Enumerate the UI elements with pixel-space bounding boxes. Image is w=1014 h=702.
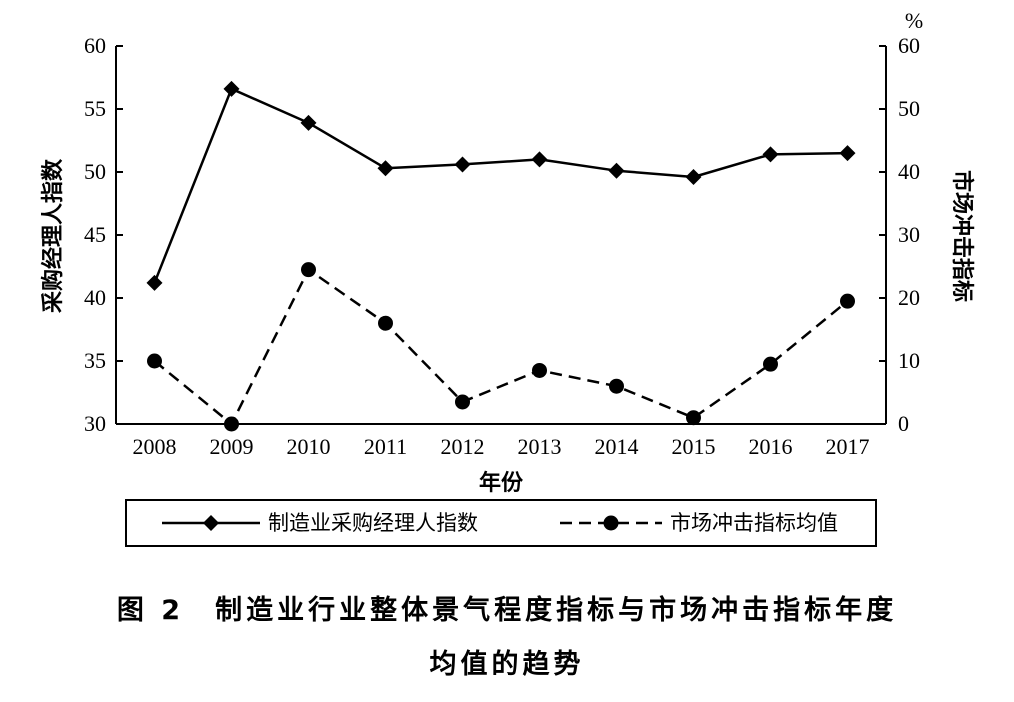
x-tick-label: 2015	[672, 434, 716, 459]
left-ticks: 30 35 40 45 50 55 60	[84, 33, 123, 436]
data-point-diamond	[762, 146, 779, 163]
data-point-circle	[378, 315, 393, 331]
figure-caption-line1: 图 2 制造业行业整体景气程度指标与市场冲击指标年度	[116, 595, 898, 626]
legend-circle-marker	[603, 515, 619, 531]
data-point-circle	[455, 394, 470, 410]
right-axis-title: 市场冲击指标	[949, 170, 975, 302]
data-point-diamond	[377, 160, 394, 177]
data-point-circle	[763, 356, 778, 372]
data-point-circle	[301, 262, 316, 278]
data-point-diamond	[608, 162, 625, 179]
data-point-circle	[840, 293, 855, 309]
left-tick-label: 50	[84, 159, 106, 184]
data-point-circle	[532, 362, 547, 378]
chart: 30 35 40 45 50 55 60 0 10 20 30 40 50 60 2008 2009 201…	[40, 8, 975, 547]
legend-item-pmi: 制造业采购经理人指数	[162, 511, 478, 535]
x-ticks: 2008 2009 2010 2011 2012 2013 2014 2015 2016 2017	[133, 434, 870, 459]
data-point-diamond	[300, 114, 317, 131]
legend-label-pmi: 制造业采购经理人指数	[268, 511, 478, 535]
right-tick-label: 50	[898, 96, 920, 121]
series-line-pmi	[153, 87, 848, 284]
series-line-shock	[153, 268, 849, 426]
data-point-diamond	[839, 145, 856, 162]
left-tick-label: 35	[84, 348, 106, 373]
data-point-circle	[224, 416, 239, 432]
right-tick-label: 60	[898, 33, 920, 58]
x-tick-label: 2013	[518, 434, 562, 459]
data-point-circle	[147, 353, 162, 369]
x-tick-label: 2014	[595, 434, 639, 459]
series-layer	[146, 80, 856, 432]
right-unit-label: %	[905, 8, 923, 33]
x-tick-label: 2012	[441, 434, 485, 459]
left-tick-label: 30	[84, 411, 106, 436]
x-tick-label: 2008	[133, 434, 177, 459]
x-tick-label: 2009	[210, 434, 254, 459]
right-tick-label: 10	[898, 348, 920, 373]
x-tick-label: 2011	[364, 434, 407, 459]
x-tick-label: 2010	[287, 434, 331, 459]
left-tick-label: 40	[84, 285, 106, 310]
x-tick-label: 2017	[826, 434, 870, 459]
data-point-diamond	[454, 156, 471, 173]
data-point-diamond	[223, 80, 240, 97]
right-tick-label: 0	[898, 411, 909, 436]
data-point-diamond	[146, 274, 163, 291]
legend-box	[125, 499, 877, 547]
right-tick-label: 20	[898, 285, 920, 310]
left-axis-title: 采购经理人指数	[40, 158, 66, 313]
data-point-diamond	[531, 151, 548, 168]
left-tick-label: 45	[84, 222, 106, 247]
legend-diamond-marker	[203, 515, 219, 531]
data-point-circle	[686, 410, 701, 426]
figure-caption-line2: 均值的趋势	[429, 649, 585, 680]
right-tick-label: 40	[898, 159, 920, 184]
x-tick-label: 2016	[749, 434, 793, 459]
left-tick-label: 60	[84, 33, 106, 58]
legend-item-shock: 市场冲击指标均值	[560, 511, 838, 535]
data-point-circle	[609, 378, 624, 394]
legend: 制造业采购经理人指数 市场冲击指标均值	[125, 499, 877, 547]
x-axis-title: 年份	[479, 470, 524, 496]
right-ticks: 0 10 20 30 40 50 60	[879, 33, 920, 436]
left-tick-label: 55	[84, 96, 106, 121]
data-point-diamond	[685, 169, 702, 186]
right-tick-label: 30	[898, 222, 920, 247]
legend-label-shock: 市场冲击指标均值	[670, 511, 838, 535]
